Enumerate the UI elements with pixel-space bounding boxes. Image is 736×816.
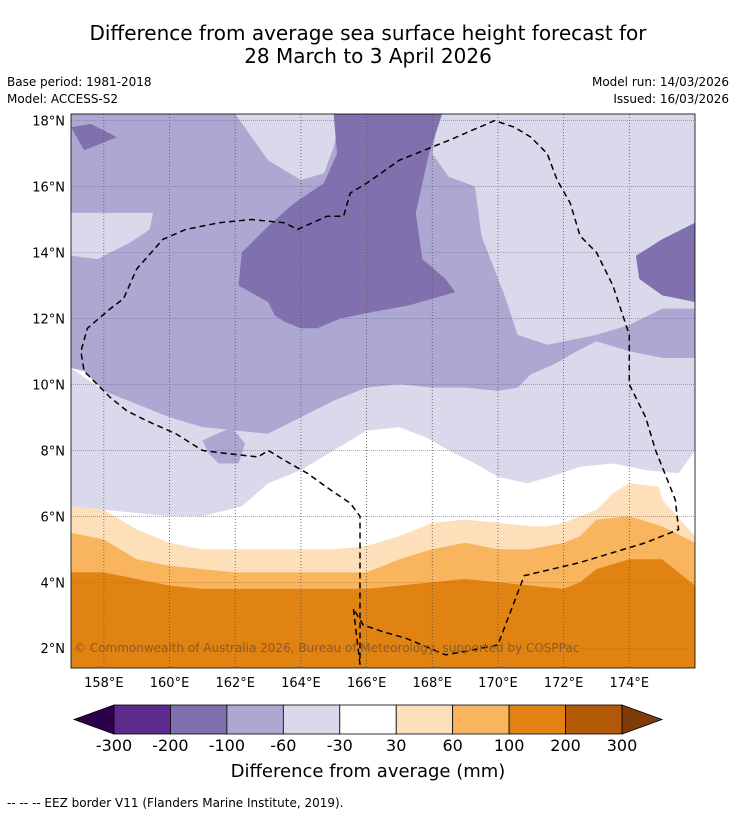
x-tick-label-6: 170°E xyxy=(478,676,518,691)
x-tick-label-4: 166°E xyxy=(347,676,387,691)
y-tick-label-5: 12°N xyxy=(32,312,65,327)
chart-title-line-2: 28 March to 3 April 2026 xyxy=(244,44,492,68)
colorbar-tick-label-4: -30 xyxy=(327,736,353,755)
contour-region-1 xyxy=(71,114,341,180)
contour-region-7 xyxy=(71,341,695,517)
colorbar-swatch-7 xyxy=(508,704,566,735)
contour-region-11 xyxy=(71,559,695,668)
x-tick-label-7: 172°E xyxy=(544,676,584,691)
meta-left: Base period: 1981-2018 Model: ACCESS-S2 xyxy=(7,74,152,108)
colorbar-swatch-8 xyxy=(565,704,623,735)
colorbar-tick-label-1: -200 xyxy=(152,736,188,755)
colorbar-extend-high xyxy=(621,704,664,735)
colorbar-extend-low xyxy=(72,704,115,735)
model-run: Model run: 14/03/2026 xyxy=(591,75,729,89)
colorbar-swatch-4 xyxy=(339,704,397,735)
colorbar-tick-label-8: 200 xyxy=(550,736,581,755)
meta-right: Model run: 14/03/2026 Issued: 16/03/2026 xyxy=(592,74,729,108)
y-tick-label-0: 2°N xyxy=(41,642,66,657)
issued-date: Issued: 16/03/2026 xyxy=(613,92,729,106)
contour-region-4 xyxy=(71,123,117,151)
colorbar-tick-label-5: 30 xyxy=(386,736,406,755)
plot-frame xyxy=(70,113,696,669)
contour-region-5 xyxy=(238,114,456,329)
x-tick-label-1: 160°E xyxy=(150,676,190,691)
colorbar-swatch-5 xyxy=(395,704,454,735)
eez-border-line xyxy=(80,119,680,665)
chart-title: Difference from average sea surface heig… xyxy=(0,22,736,68)
y-tick-label-1: 4°N xyxy=(41,576,66,591)
colorbar-tick-label-0: -300 xyxy=(96,736,132,755)
colorbar-swatch-3 xyxy=(282,704,341,735)
plot-area: © Commonwealth of Australia 2026, Bureau… xyxy=(71,114,695,668)
x-tick-label-5: 168°E xyxy=(412,676,452,691)
colorbar-swatch-6 xyxy=(452,704,510,735)
y-tick-label-7: 16°N xyxy=(32,181,65,196)
colorbar-swatch-1 xyxy=(170,704,228,735)
y-tick-label-6: 14°N xyxy=(32,247,65,262)
colorbar-tick-label-7: 100 xyxy=(494,736,525,755)
x-tick-label-8: 174°E xyxy=(610,676,650,691)
x-tick-label-3: 164°E xyxy=(281,676,321,691)
y-tick-label-8: 18°N xyxy=(32,115,65,130)
base-period: Base period: 1981-2018 xyxy=(7,75,152,89)
colorbar-tick-label-6: 60 xyxy=(442,736,462,755)
colorbar-tick-label-3: -60 xyxy=(270,736,296,755)
x-tick-label-2: 162°E xyxy=(215,676,255,691)
colorbar-tick-label-2: -100 xyxy=(209,736,245,755)
colorbar-title: Difference from average (mm) xyxy=(230,761,506,782)
y-tick-label-2: 6°N xyxy=(41,510,66,525)
eez-footnote: -- -- -- EEZ border V11 (Flanders Marine… xyxy=(7,796,344,810)
colorbar-tick-label-9: 300 xyxy=(607,736,638,755)
y-tick-label-4: 10°N xyxy=(32,378,65,393)
contour-region-2 xyxy=(71,212,154,260)
y-tick-label-3: 8°N xyxy=(41,444,66,459)
chart-title-line-1: Difference from average sea surface heig… xyxy=(89,21,647,45)
model-name: Model: ACCESS-S2 xyxy=(7,92,119,106)
colorbar-swatch-2 xyxy=(226,704,284,735)
colorbar-swatch-0 xyxy=(113,704,171,735)
copyright-text: © Commonwealth of Australia 2026, Bureau… xyxy=(74,641,579,655)
x-tick-label-0: 158°E xyxy=(84,676,124,691)
contour-region-6 xyxy=(635,222,695,302)
